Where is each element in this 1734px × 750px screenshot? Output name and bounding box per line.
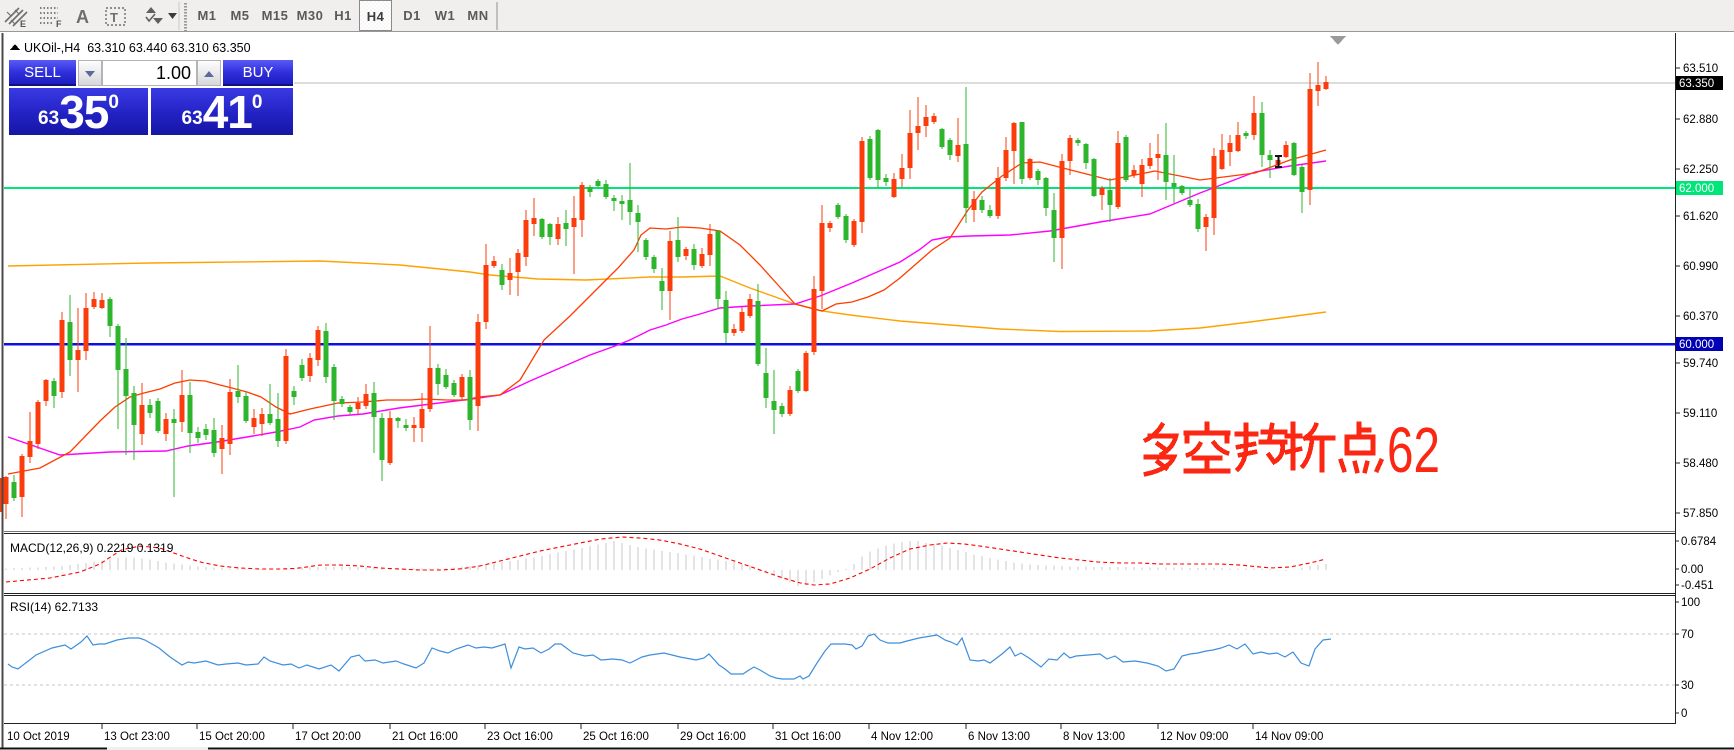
svg-text:60.990: 60.990 <box>1683 261 1718 273</box>
svg-text:RSI(14) 62.7133: RSI(14) 62.7133 <box>10 600 98 614</box>
svg-text:60.000: 60.000 <box>1679 339 1714 351</box>
svg-text:61.620: 61.620 <box>1683 211 1718 223</box>
svg-text:UKOil-,H4 63.310 63.440 63.31: UKOil-,H4 63.310 63.440 63.310 63.350 <box>24 41 251 55</box>
svg-text:62: 62 <box>1387 414 1440 486</box>
svg-text:31 Oct 16:00: 31 Oct 16:00 <box>775 731 841 743</box>
svg-text:MACD(12,26,9) 0.2219 0.1319: MACD(12,26,9) 0.2219 0.1319 <box>10 541 174 555</box>
svg-text:70: 70 <box>1681 629 1694 641</box>
svg-text:62.000: 62.000 <box>1679 183 1714 195</box>
svg-text:0.6784: 0.6784 <box>1681 536 1717 548</box>
svg-text:14 Nov 09:00: 14 Nov 09:00 <box>1255 731 1323 743</box>
svg-text:23 Oct 16:00: 23 Oct 16:00 <box>487 731 553 743</box>
svg-text:59.740: 59.740 <box>1683 358 1718 370</box>
svg-text:21 Oct 16:00: 21 Oct 16:00 <box>392 731 458 743</box>
svg-text:E: E <box>20 19 26 29</box>
svg-text:60.370: 60.370 <box>1683 311 1718 323</box>
svg-text:63.350: 63.350 <box>1679 78 1714 90</box>
svg-text:30: 30 <box>1681 680 1694 692</box>
svg-text:29 Oct 16:00: 29 Oct 16:00 <box>680 731 746 743</box>
svg-text:58.480: 58.480 <box>1683 458 1718 470</box>
svg-text:62.250: 62.250 <box>1683 164 1718 176</box>
svg-text:63.510: 63.510 <box>1683 63 1718 75</box>
svg-text:57.850: 57.850 <box>1683 508 1718 520</box>
svg-text:12 Nov 09:00: 12 Nov 09:00 <box>1160 731 1228 743</box>
svg-text:0.00: 0.00 <box>1681 564 1703 576</box>
svg-text:100: 100 <box>1681 597 1700 609</box>
svg-text:15 Oct 20:00: 15 Oct 20:00 <box>199 731 265 743</box>
svg-text:8 Nov 13:00: 8 Nov 13:00 <box>1063 731 1125 743</box>
svg-text:13 Oct 23:00: 13 Oct 23:00 <box>104 731 170 743</box>
svg-text:25 Oct 16:00: 25 Oct 16:00 <box>583 731 649 743</box>
svg-text:59.110: 59.110 <box>1683 408 1717 420</box>
svg-text:17 Oct 20:00: 17 Oct 20:00 <box>295 731 361 743</box>
svg-text:10 Oct 2019: 10 Oct 2019 <box>7 731 70 743</box>
svg-text:T: T <box>110 10 118 25</box>
svg-text:0: 0 <box>1681 708 1687 720</box>
svg-text:A: A <box>76 7 89 27</box>
svg-text:-0.451: -0.451 <box>1681 580 1714 592</box>
svg-text:6 Nov 13:00: 6 Nov 13:00 <box>968 731 1030 743</box>
svg-text:4 Nov 12:00: 4 Nov 12:00 <box>871 731 933 743</box>
svg-text:62.880: 62.880 <box>1683 114 1718 126</box>
svg-text:F: F <box>56 19 62 29</box>
